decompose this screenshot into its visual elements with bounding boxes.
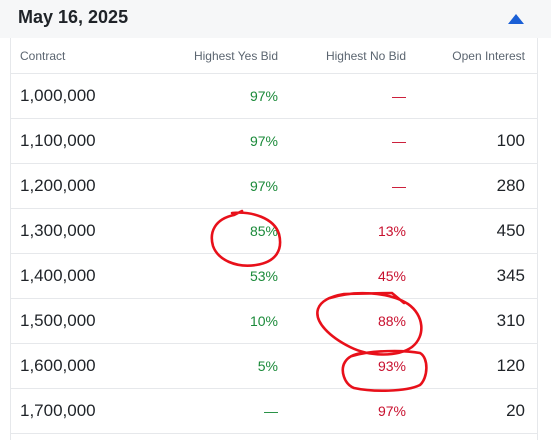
contract-cell: 1,500,000 [20, 311, 96, 330]
contract-cell: 1,300,000 [20, 221, 96, 240]
open-interest-cell: 345 [496, 266, 525, 285]
open-interest-cell: 20 [506, 401, 525, 420]
table-row[interactable]: 1,400,000 53% 45% 345 [11, 254, 537, 299]
caret-up-icon [508, 14, 524, 24]
date-header: May 16, 2025 [0, 0, 551, 38]
contract-cell: 1,700,000 [20, 401, 96, 420]
contract-cell: 1,600,000 [20, 356, 96, 375]
table-row[interactable]: 1,100,000 97% — 100 [11, 119, 537, 164]
column-header-open-interest[interactable]: Open Interest [452, 48, 525, 63]
no-bid-cell[interactable]: 93% [377, 358, 406, 374]
contract-cell: 1,000,000 [20, 86, 96, 105]
table-row[interactable]: 1,500,000 10% 88% 310 [11, 299, 537, 344]
collapse-button[interactable] [505, 10, 527, 28]
no-bid-cell[interactable]: 45% [377, 268, 406, 284]
table-header-row: Contract Highest Yes Bid Highest No Bid … [11, 38, 537, 74]
open-interest-cell [411, 74, 525, 118]
open-interest-cell: 120 [496, 356, 525, 375]
open-interest-cell: 280 [496, 176, 525, 195]
yes-bid-cell[interactable]: 97% [249, 88, 278, 104]
no-bid-cell[interactable]: 13% [377, 223, 406, 239]
no-bid-cell[interactable]: — [392, 178, 406, 194]
table-row[interactable]: 1,300,000 85% 13% 450 [11, 209, 537, 254]
table-row[interactable]: 1,000,000 97% — [11, 74, 537, 119]
yes-bid-cell[interactable]: 85% [249, 223, 278, 239]
table-row[interactable]: 1,600,000 5% 93% 120 [11, 344, 537, 389]
column-header-contract[interactable]: Contract [20, 48, 66, 63]
contract-cell: 1,100,000 [20, 131, 96, 150]
no-bid-cell[interactable]: 88% [377, 313, 406, 329]
contracts-table: Contract Highest Yes Bid Highest No Bid … [10, 38, 538, 440]
no-bid-cell[interactable]: — [392, 133, 406, 149]
no-bid-cell[interactable]: 97% [377, 403, 406, 419]
yes-bid-cell[interactable]: 97% [249, 178, 278, 194]
yes-bid-cell[interactable]: 97% [249, 133, 278, 149]
contract-cell: 1,200,000 [20, 176, 96, 195]
yes-bid-cell[interactable]: — [264, 403, 278, 419]
yes-bid-cell[interactable]: 53% [249, 268, 278, 284]
column-header-highest-no-bid[interactable]: Highest No Bid [325, 48, 406, 63]
column-header-highest-yes-bid[interactable]: Highest Yes Bid [193, 48, 278, 63]
date-title: May 16, 2025 [18, 7, 129, 27]
table-row[interactable]: 1,700,000 — 97% 20 [11, 389, 537, 434]
table-row[interactable]: 1,200,000 97% — 280 [11, 164, 537, 209]
contract-cell: 1,400,000 [20, 266, 96, 285]
open-interest-cell: 100 [496, 131, 525, 150]
open-interest-cell: 450 [496, 221, 525, 240]
no-bid-cell[interactable]: — [392, 88, 406, 104]
yes-bid-cell[interactable]: 10% [249, 313, 278, 329]
open-interest-cell: 310 [496, 311, 525, 330]
yes-bid-cell[interactable]: 5% [257, 358, 278, 374]
